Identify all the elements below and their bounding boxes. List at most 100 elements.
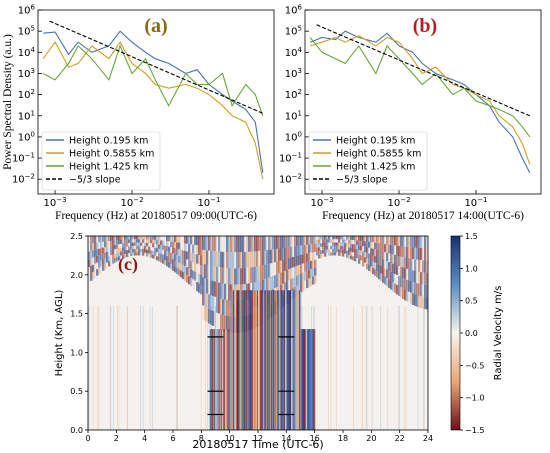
heatmap-cell — [423, 305, 425, 430]
heatmap-cell — [390, 236, 393, 245]
heatmap-cell — [88, 251, 91, 260]
heatmap-cell — [206, 307, 209, 323]
heatmap-cell — [194, 271, 197, 281]
heatmap-cell — [374, 262, 377, 270]
heatmap-cell — [218, 251, 221, 268]
heatmap-cell — [336, 245, 339, 250]
heatmap-cell — [126, 236, 129, 240]
heatmap-cell — [122, 247, 125, 251]
heatmap-cell — [136, 248, 139, 253]
x-tick-label: 2 — [114, 434, 119, 443]
heatmap-cell — [96, 249, 99, 256]
heatmap-cell — [106, 262, 109, 268]
heatmap-cell — [300, 236, 303, 246]
heatmap-cell — [100, 236, 103, 243]
heatmap-cell — [220, 251, 223, 268]
heatmap-cell — [308, 244, 311, 253]
heatmap-cell — [352, 248, 355, 253]
heatmap-cell — [410, 236, 413, 248]
heatmap-cell — [308, 252, 311, 262]
heatmap-cell — [416, 236, 419, 248]
heatmap-cell — [200, 245, 203, 256]
heatmap-cell — [240, 252, 243, 269]
heatmap-cell — [186, 274, 189, 283]
heatmap-cell — [156, 240, 159, 245]
heatmap-cell — [170, 258, 173, 264]
heatmap-cell — [110, 245, 113, 251]
heatmap-cell — [184, 243, 187, 251]
heatmap-cell — [154, 239, 157, 244]
heatmap-cell — [252, 266, 255, 283]
heatmap-cell — [110, 236, 113, 241]
heatmap-cell — [305, 329, 307, 430]
heatmap-cell — [398, 276, 401, 287]
heatmap-cell — [278, 290, 281, 430]
heatmap-cell — [366, 263, 369, 270]
heatmap-cell — [232, 236, 235, 253]
heatmap-cell — [202, 305, 205, 320]
heatmap-cell — [230, 290, 233, 430]
heatmap-cell — [112, 240, 115, 246]
heatmap-cell — [200, 236, 203, 246]
heatmap-cell — [282, 236, 285, 248]
y-tick-label: 104 — [285, 46, 303, 59]
legend-entry: Height 1.425 km — [69, 162, 148, 173]
heatmap-cell — [229, 290, 232, 430]
heatmap-cell — [312, 329, 315, 430]
heatmap-cell — [408, 291, 411, 303]
y-tick-label: 101 — [285, 109, 302, 122]
heatmap-cell — [350, 236, 353, 240]
heatmap-cell — [249, 290, 251, 430]
heatmap-cell — [348, 251, 351, 255]
heatmap-cell — [344, 246, 347, 251]
heatmap-cell — [328, 239, 331, 243]
heatmap-cell — [94, 242, 97, 250]
heatmap-cell — [106, 241, 109, 247]
heatmap-cell — [287, 290, 290, 430]
heatmap-cell — [294, 266, 297, 277]
heatmap-cell — [354, 257, 357, 262]
heatmap-cell — [340, 252, 343, 257]
y-tick-label: 101 — [18, 109, 35, 122]
heatmap-cell — [320, 236, 323, 240]
heatmap-cell — [194, 244, 197, 254]
heatmap-cell — [122, 243, 125, 248]
heatmap-cell — [298, 264, 301, 275]
heatmap-cell — [270, 290, 273, 430]
heatmap-cell — [310, 252, 313, 261]
legend-entry: Height 1.425 km — [336, 162, 415, 173]
heatmap-cell — [164, 260, 167, 265]
x-tick-label: 18 — [338, 434, 348, 443]
heatmap-cell — [90, 258, 93, 266]
heatmap-cell — [252, 236, 255, 252]
heatmap-cell — [258, 236, 261, 251]
heatmap-cell — [300, 329, 303, 430]
heatmap-cell — [297, 290, 299, 430]
heatmap-cell — [404, 278, 407, 290]
heatmap-cell — [372, 255, 375, 262]
heatmap-cell — [316, 239, 319, 244]
heatmap-cell — [312, 244, 315, 253]
heatmap-cell — [182, 250, 185, 258]
heatmap-cell — [292, 236, 295, 247]
heatmap-cell — [386, 269, 389, 278]
heatmap-cell — [326, 252, 329, 257]
heatmap-cell — [410, 292, 413, 304]
heatmap-cell — [102, 236, 105, 242]
heatmap-cell — [340, 239, 343, 243]
heatmap-cell — [236, 290, 238, 430]
heatmap-cell — [186, 236, 189, 244]
heatmap-cell — [98, 254, 101, 262]
colorbar — [450, 235, 461, 431]
heatmap-cell — [206, 250, 209, 265]
heatmap-cell — [172, 247, 175, 254]
heatmap-cell — [372, 236, 375, 243]
heatmap-cell — [124, 243, 127, 247]
heatmap-cell — [406, 279, 409, 291]
heatmap-cell — [176, 261, 179, 268]
legend-box — [41, 131, 161, 191]
heatmap-cell — [380, 266, 383, 274]
heatmap-cell — [326, 249, 329, 253]
heatmap-cell — [136, 236, 139, 240]
heatmap-cell — [316, 255, 319, 260]
